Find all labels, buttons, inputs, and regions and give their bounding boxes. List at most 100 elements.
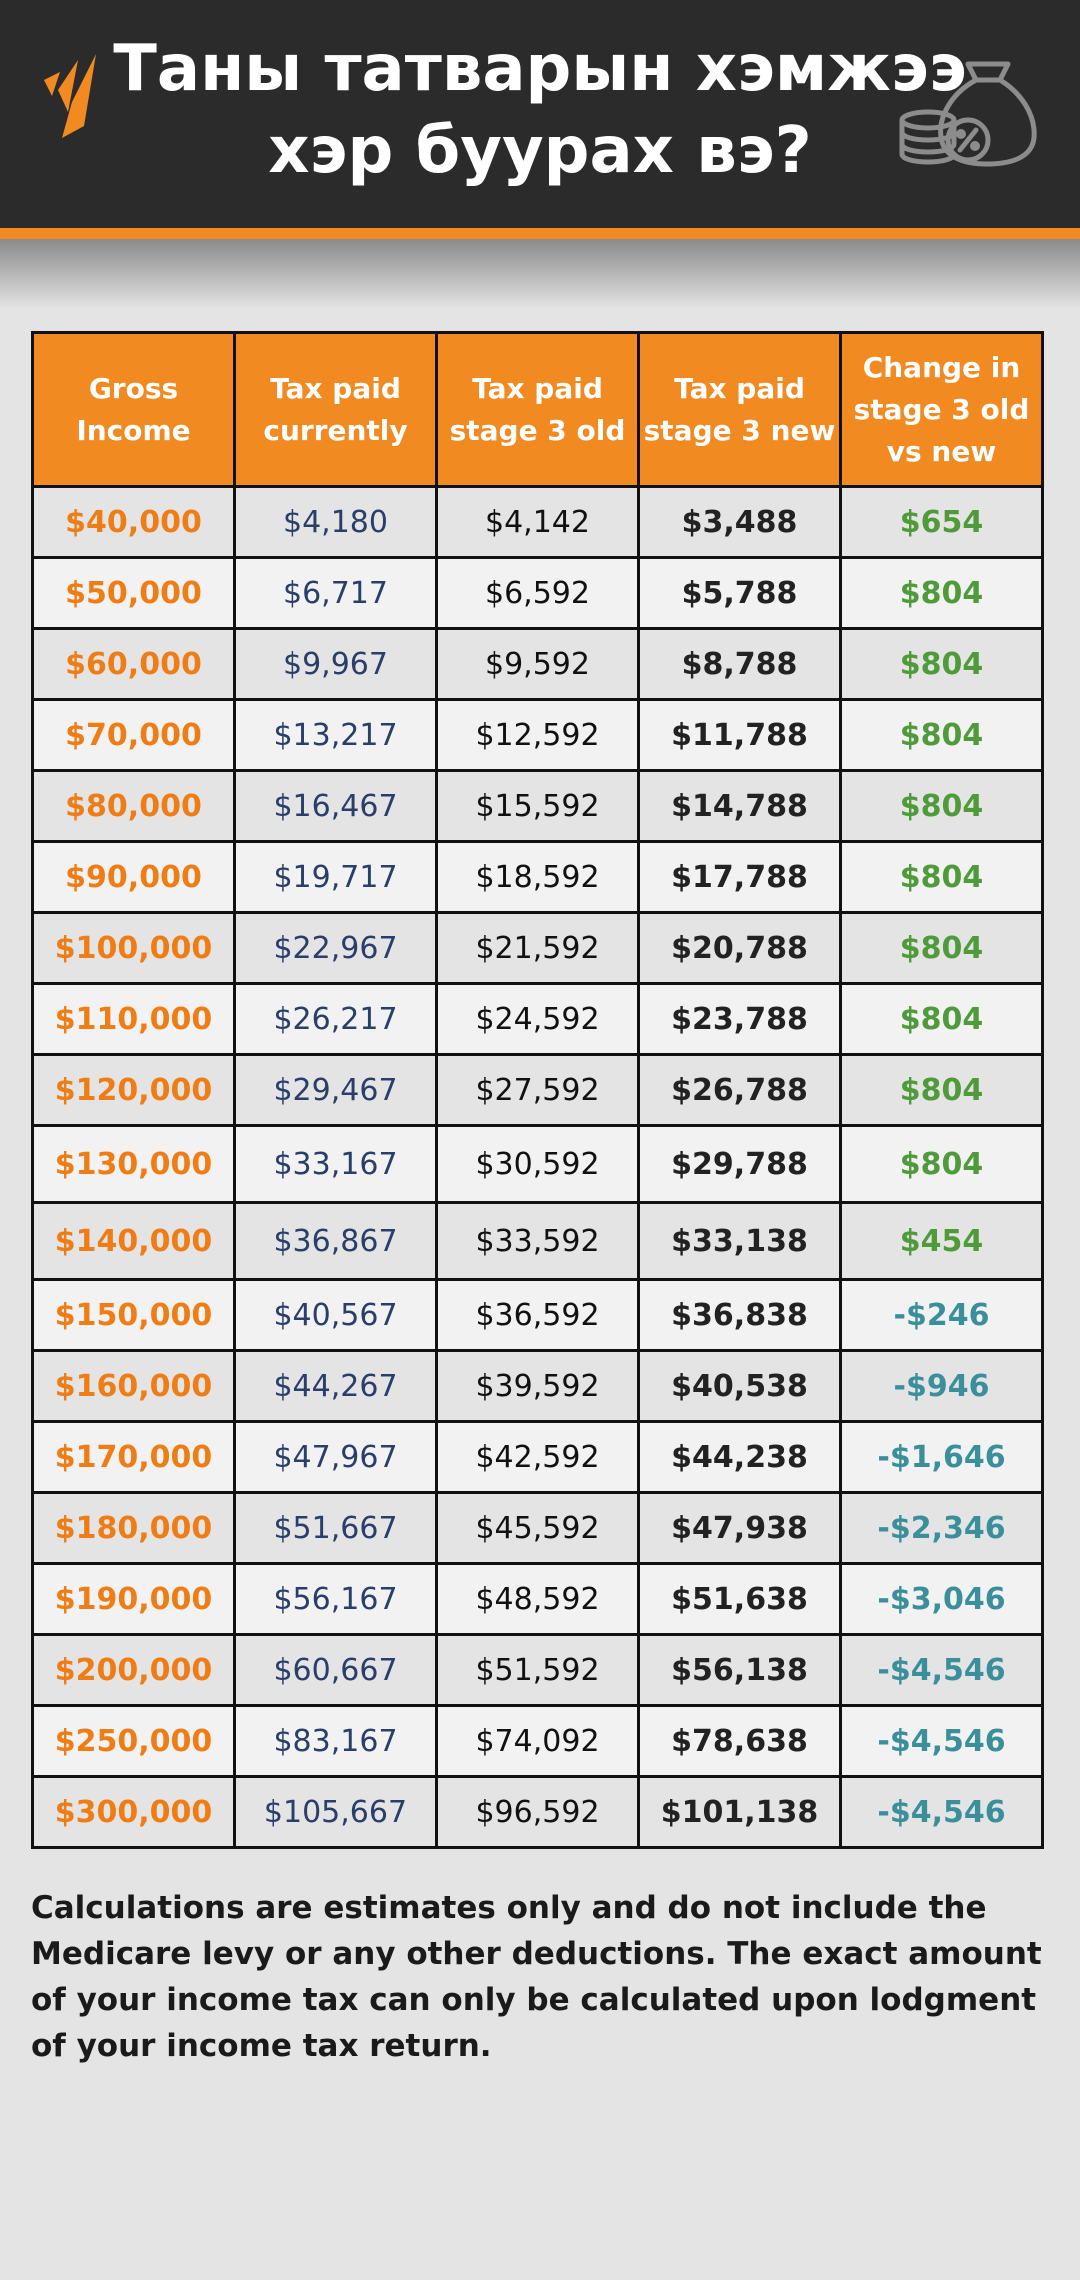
cell-gross-income: $70,000 — [31, 698, 236, 772]
table-row: $250,000 $83,167 $74,092 $78,638 -$4,546 — [31, 1704, 1044, 1778]
cell-tax-current: $16,467 — [233, 769, 438, 843]
footnote: Calculations are estimates only and do n… — [31, 1890, 1042, 2064]
cell-tax-stage3-new: $56,138 — [637, 1633, 842, 1707]
table-row: $70,000 $13,217 $12,592 $11,788 $804 — [31, 698, 1044, 772]
tax-comparison-table: Gross Income Tax paid currently Tax paid… — [31, 331, 1044, 1849]
cell-gross-income: $60,000 — [31, 627, 236, 701]
cell-tax-current: $40,567 — [233, 1278, 438, 1352]
table-body: $40,000 $4,180 $4,142 $3,488 $654 $50,000 $6,7… — [31, 485, 1044, 1849]
table-row: $130,000 $33,167 $30,592 $29,788 $804 — [31, 1124, 1044, 1204]
cell-change: $804 — [839, 556, 1044, 630]
cell-tax-stage3-new: $11,788 — [637, 698, 842, 772]
cell-tax-current: $33,167 — [233, 1124, 438, 1204]
cell-change: -$4,546 — [839, 1775, 1044, 1849]
cell-gross-income: $190,000 — [31, 1562, 236, 1636]
cell-tax-stage3-old: $96,592 — [435, 1775, 640, 1849]
column-header-gross-income: Gross Income — [31, 331, 236, 488]
cell-tax-stage3-new: $8,788 — [637, 627, 842, 701]
cell-gross-income: $90,000 — [31, 840, 236, 914]
cell-tax-stage3-new: $40,538 — [637, 1349, 842, 1423]
cell-tax-current: $26,217 — [233, 982, 438, 1056]
header-bar: Таны татварын хэмжээ хэр буурах вэ? — [0, 0, 1080, 228]
cell-tax-stage3-old: $48,592 — [435, 1562, 640, 1636]
cell-change: -$946 — [839, 1349, 1044, 1423]
cell-tax-current: $13,217 — [233, 698, 438, 772]
table-row: $300,000 $105,667 $96,592 $101,138 -$4,546 — [31, 1775, 1044, 1849]
cell-tax-current: $56,167 — [233, 1562, 438, 1636]
table-row: $190,000 $56,167 $48,592 $51,638 -$3,046 — [31, 1562, 1044, 1636]
cell-tax-stage3-old: $24,592 — [435, 982, 640, 1056]
cell-tax-current: $44,267 — [233, 1349, 438, 1423]
table-row: $140,000 $36,867 $33,592 $33,138 $454 — [31, 1201, 1044, 1281]
header-accent-stripe — [0, 228, 1080, 239]
cell-change: $804 — [839, 911, 1044, 985]
cell-change: -$4,546 — [839, 1704, 1044, 1778]
cell-tax-stage3-old: $4,142 — [435, 485, 640, 559]
cell-tax-stage3-old: $12,592 — [435, 698, 640, 772]
cell-gross-income: $120,000 — [31, 1053, 236, 1127]
cell-gross-income: $170,000 — [31, 1420, 236, 1494]
cell-change: -$4,546 — [839, 1633, 1044, 1707]
table-row: $150,000 $40,567 $36,592 $36,838 -$246 — [31, 1278, 1044, 1352]
cell-tax-current: $105,667 — [233, 1775, 438, 1849]
cell-gross-income: $300,000 — [31, 1775, 236, 1849]
cell-tax-current: $60,667 — [233, 1633, 438, 1707]
cell-tax-current: $47,967 — [233, 1420, 438, 1494]
cell-change: $804 — [839, 1053, 1044, 1127]
cell-gross-income: $150,000 — [31, 1278, 236, 1352]
cell-change: $804 — [839, 627, 1044, 701]
table-row: $90,000 $19,717 $18,592 $17,788 $804 — [31, 840, 1044, 914]
cell-gross-income: $110,000 — [31, 982, 236, 1056]
cell-tax-stage3-old: $45,592 — [435, 1491, 640, 1565]
cell-gross-income: $140,000 — [31, 1201, 236, 1281]
cell-tax-current: $29,467 — [233, 1053, 438, 1127]
cell-gross-income: $130,000 — [31, 1124, 236, 1204]
column-header-tax-current: Tax paid currently — [233, 331, 438, 488]
cell-tax-stage3-new: $26,788 — [637, 1053, 842, 1127]
cell-change: $804 — [839, 840, 1044, 914]
cell-change: $454 — [839, 1201, 1044, 1281]
cell-gross-income: $160,000 — [31, 1349, 236, 1423]
cell-tax-stage3-old: $39,592 — [435, 1349, 640, 1423]
cell-tax-stage3-new: $44,238 — [637, 1420, 842, 1494]
column-header-tax-stage3-old: Tax paid stage 3 old — [435, 331, 640, 488]
cell-tax-stage3-new: $17,788 — [637, 840, 842, 914]
cell-tax-stage3-new: $33,138 — [637, 1201, 842, 1281]
cell-gross-income: $250,000 — [31, 1704, 236, 1778]
table-row: $40,000 $4,180 $4,142 $3,488 $654 — [31, 485, 1044, 559]
cell-tax-stage3-old: $18,592 — [435, 840, 640, 914]
cell-tax-stage3-old: $42,592 — [435, 1420, 640, 1494]
cell-gross-income: $50,000 — [31, 556, 236, 630]
column-header-change: Change in stage 3 old vs new — [839, 331, 1044, 488]
cell-gross-income: $180,000 — [31, 1491, 236, 1565]
cell-change: -$246 — [839, 1278, 1044, 1352]
cell-change: -$3,046 — [839, 1562, 1044, 1636]
cell-change: $804 — [839, 769, 1044, 843]
cell-tax-stage3-old: $27,592 — [435, 1053, 640, 1127]
header-shadow — [0, 239, 1080, 309]
table-row: $170,000 $47,967 $42,592 $44,238 -$1,646 — [31, 1420, 1044, 1494]
cell-tax-current: $51,667 — [233, 1491, 438, 1565]
table-header-row: Gross Income Tax paid currently Tax paid… — [31, 331, 1044, 488]
cell-tax-stage3-old: $33,592 — [435, 1201, 640, 1281]
cell-tax-stage3-new: $23,788 — [637, 982, 842, 1056]
cell-gross-income: $80,000 — [31, 769, 236, 843]
cell-tax-current: $83,167 — [233, 1704, 438, 1778]
cell-tax-current: $19,717 — [233, 840, 438, 914]
table-row: $120,000 $29,467 $27,592 $26,788 $804 — [31, 1053, 1044, 1127]
cell-change: $804 — [839, 698, 1044, 772]
cell-tax-stage3-old: $36,592 — [435, 1278, 640, 1352]
cell-tax-current: $9,967 — [233, 627, 438, 701]
cell-tax-current: $6,717 — [233, 556, 438, 630]
column-header-tax-stage3-new: Tax paid stage 3 new — [637, 331, 842, 488]
cell-tax-current: $4,180 — [233, 485, 438, 559]
cell-change: -$2,346 — [839, 1491, 1044, 1565]
cell-tax-stage3-new: $20,788 — [637, 911, 842, 985]
table-row: $50,000 $6,717 $6,592 $5,788 $804 — [31, 556, 1044, 630]
table-row: $200,000 $60,667 $51,592 $56,138 -$4,546 — [31, 1633, 1044, 1707]
cell-tax-stage3-old: $9,592 — [435, 627, 640, 701]
cell-tax-stage3-old: $74,092 — [435, 1704, 640, 1778]
table-row: $100,000 $22,967 $21,592 $20,788 $804 — [31, 911, 1044, 985]
cell-tax-stage3-old: $6,592 — [435, 556, 640, 630]
cell-tax-stage3-old: $15,592 — [435, 769, 640, 843]
